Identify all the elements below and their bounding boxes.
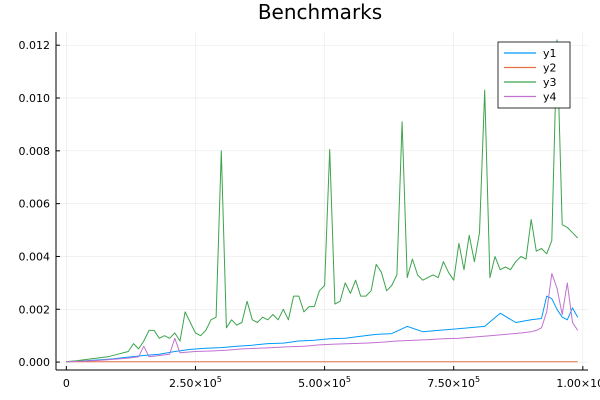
legend-label-y4: y4: [543, 91, 557, 104]
legend-label-y1: y1: [543, 47, 557, 60]
x-tick-label: 2.50×105: [169, 375, 222, 390]
x-tick-label: 5.00×105: [298, 375, 351, 390]
plot-axes: [55, 32, 588, 371]
legend-label-y3: y3: [543, 76, 557, 89]
legend-box: [497, 41, 571, 109]
x-tick-label: 0: [63, 377, 70, 390]
y-tick-label: 0.002: [19, 303, 51, 316]
y-tick-label: 0.004: [19, 250, 51, 263]
series-lines: [66, 39, 579, 363]
x-tick-label: 1.00×106: [556, 375, 600, 390]
y-tick-label: 0.010: [19, 92, 51, 105]
y-tick-label: 0.008: [19, 145, 51, 158]
y-tick-label: 0.000: [19, 356, 51, 369]
x-tick-label: 7.50×105: [427, 375, 480, 390]
series-line-y4: [66, 273, 579, 363]
series-line-y1: [66, 295, 579, 363]
y-tick-label: 0.012: [19, 39, 51, 52]
y-tick-label: 0.006: [19, 198, 51, 211]
x-axis-ticks: 0 2.50×105 5.00×105 7.50×105 1.00×106: [63, 366, 600, 390]
legend-label-y2: y2: [543, 62, 557, 75]
series-line-y3: [66, 39, 579, 363]
chart-title: Benchmarks: [258, 0, 382, 24]
y-axis-ticks: 0.000 0.002 0.004 0.006 0.008 0.010 0.012: [19, 39, 60, 369]
